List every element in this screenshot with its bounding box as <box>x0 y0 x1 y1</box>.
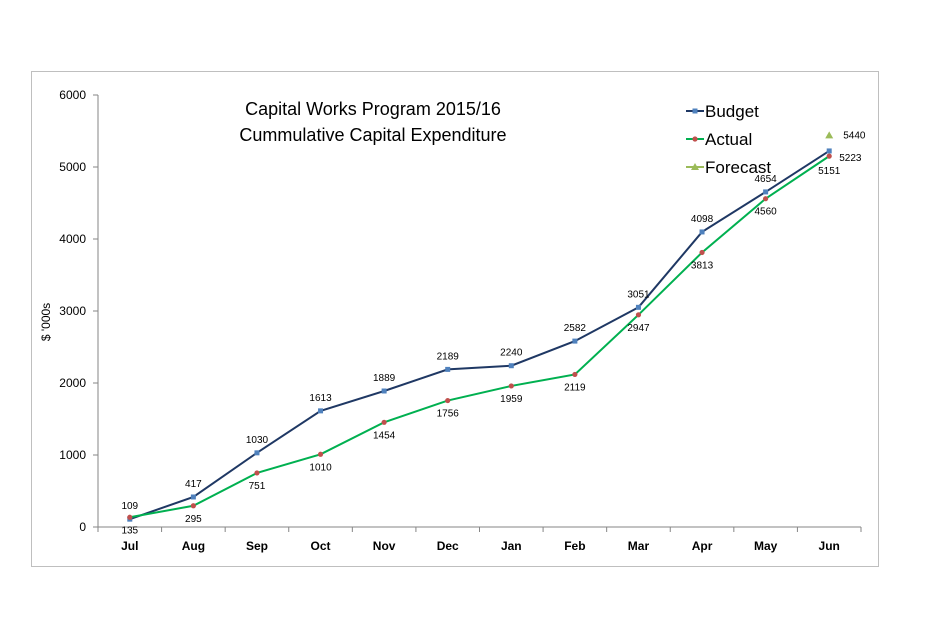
data-point <box>635 312 642 318</box>
data-point <box>254 450 260 456</box>
legend-item-actual: Actual <box>686 130 752 149</box>
data-label: 2947 <box>627 323 650 334</box>
data-label: 109 <box>121 501 138 512</box>
data-label: 135 <box>121 525 138 536</box>
y-tick-label: 1000 <box>59 448 86 462</box>
y-axis-label: $ '000s <box>39 303 53 341</box>
y-tick-label: 2000 <box>59 376 86 390</box>
y-tick-label: 0 <box>79 520 86 534</box>
data-label: 751 <box>249 481 266 492</box>
chart-title-line-2: Cummulative Capital Expenditure <box>239 125 506 145</box>
data-point <box>381 419 387 425</box>
legend-marker <box>692 108 698 114</box>
series-actual: 135 295 751 1010 1454 1756 1959 2119 2947 3813 456… <box>121 153 841 536</box>
axes: 0 1000 2000 3000 4000 5000 6000 Jul Aug Sep Oct Nov… <box>59 88 862 553</box>
y-tick-label: 4000 <box>59 232 86 246</box>
y-tick-label: 6000 <box>59 88 86 102</box>
chart-title: Capital Works Program 2015/16 Cummulativ… <box>239 99 506 145</box>
data-point <box>825 131 834 139</box>
data-point <box>445 397 451 404</box>
data-label: 3051 <box>627 289 650 300</box>
legend-label: Budget <box>705 102 759 121</box>
data-point <box>572 371 578 378</box>
data-label: 1030 <box>246 435 269 446</box>
data-point <box>445 366 451 372</box>
series-forecast: 5440 <box>825 130 866 141</box>
x-tick-label: Sep <box>246 539 268 553</box>
data-point <box>572 338 578 344</box>
data-label: 1756 <box>437 409 460 420</box>
data-label: 4560 <box>755 207 778 218</box>
data-label: 2119 <box>564 382 586 393</box>
data-point <box>317 451 324 457</box>
data-point <box>508 363 514 369</box>
x-tick-label: Mar <box>628 539 650 553</box>
x-tick-label: Feb <box>564 539 585 553</box>
x-tick-label: Oct <box>311 539 331 553</box>
x-tick-label: May <box>754 539 778 553</box>
x-tick-label: Dec <box>437 539 459 553</box>
data-label: 5151 <box>818 166 841 177</box>
data-point <box>190 503 196 509</box>
legend-item-budget: Budget <box>686 102 759 121</box>
data-point <box>699 249 705 256</box>
y-tick-label: 3000 <box>59 304 86 318</box>
data-point <box>826 153 832 159</box>
legend-marker <box>692 136 698 142</box>
x-tick-label: Apr <box>692 539 713 553</box>
data-point <box>127 514 133 520</box>
data-point <box>826 148 832 154</box>
x-tick-label: Jul <box>121 539 138 553</box>
data-label: 1010 <box>309 462 332 473</box>
legend-label: Forecast <box>705 158 771 177</box>
data-point <box>254 470 260 476</box>
data-label: 295 <box>185 514 202 525</box>
x-tick-label: Jan <box>501 539 522 553</box>
data-point <box>635 304 641 310</box>
data-point <box>763 196 769 202</box>
data-point <box>508 383 514 389</box>
data-label: 417 <box>185 479 202 490</box>
x-tick-label: Nov <box>373 539 396 553</box>
chart-title-line-1: Capital Works Program 2015/16 <box>245 99 501 119</box>
data-label: 4654 <box>755 174 778 185</box>
data-label: 2582 <box>564 323 587 334</box>
series-line-actual <box>129 155 830 519</box>
data-label: 2240 <box>500 348 523 359</box>
data-label: 5223 <box>839 153 862 164</box>
legend-marker <box>691 163 699 170</box>
legend-item-forecast: Forecast <box>686 158 771 177</box>
series-budget: 109 417 1030 1613 1889 2189 2240 2582 3051 4098 46… <box>121 148 862 522</box>
legend-label: Actual <box>705 130 752 149</box>
data-label: 5440 <box>843 130 866 141</box>
data-point <box>190 494 196 500</box>
data-label: 1889 <box>373 373 396 384</box>
data-label: 2189 <box>437 351 460 362</box>
x-tick-label: Jun <box>819 539 840 553</box>
data-point <box>381 388 387 394</box>
series-layer: 109 417 1030 1613 1889 2189 2240 2582 3051 4098 46… <box>121 130 865 536</box>
data-label: 1613 <box>309 393 332 404</box>
data-point <box>318 408 324 414</box>
x-tick-label: Aug <box>182 539 205 553</box>
chart-frame <box>31 71 879 567</box>
data-label: 1959 <box>500 394 523 405</box>
data-label: 3813 <box>691 260 714 271</box>
series-line-budget <box>129 150 830 521</box>
y-tick-label: 5000 <box>59 160 86 174</box>
data-point <box>699 229 705 235</box>
data-point <box>763 189 769 195</box>
legend: Budget Actual Forecast <box>686 102 771 177</box>
data-label: 1454 <box>373 430 396 441</box>
data-label: 4098 <box>691 214 714 225</box>
